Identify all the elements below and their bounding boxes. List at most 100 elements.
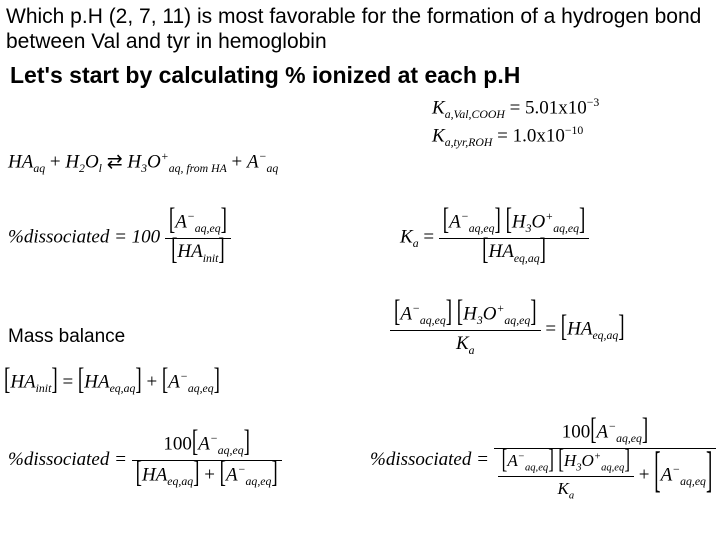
sub: aq,eq [525,463,548,474]
bracket: ] [540,234,546,269]
bracket: [ [561,311,567,346]
species-o: O [85,151,99,172]
ka-symbol: K [432,125,445,146]
sub: init [36,382,52,395]
sub: eq,aq [167,475,193,488]
bracket: ] [624,444,630,476]
lhs: %dissociated = [370,449,494,470]
species-ha: HA [8,151,33,172]
sub: a [569,490,574,501]
bracket: [ [457,296,463,331]
bracket: [ [506,204,512,239]
bracket: ] [244,426,250,461]
sup: − [259,150,267,163]
sub: eq,aq [110,382,136,395]
a: A [198,433,210,454]
sub: l [99,162,102,175]
sup: + [594,451,601,462]
ka-value: = 5.01x10 [510,97,587,118]
sup: − [210,432,218,445]
a: A [400,303,412,324]
sub: aq [33,162,45,175]
ha: HA [84,371,109,392]
bracket: [ [502,444,508,476]
species-a: A [247,151,259,172]
fraction: [A−aq,eq] [HAinit] [165,210,231,266]
bracket: [ [590,414,596,449]
ka-rearranged: [A−aq,eq] [H3O+aq,eq] Ka = [HAeq,aq] [390,302,625,358]
sub: a [469,344,475,357]
plus: + [232,151,247,172]
sub: aq,eq [195,222,221,235]
a: A [226,464,238,485]
h: H [564,451,576,470]
ka-sub: a,Val,COOH [445,108,505,121]
bracket: [ [162,364,168,399]
plus: + [639,464,654,485]
bracket: ] [618,311,624,346]
bracket: ] [579,204,585,239]
a: A [661,464,673,485]
species-h3o: H [127,151,141,172]
percent-dissociated-def: %dissociated = 100 [A−aq,eq] [HAinit] [8,210,231,266]
a: A [168,371,180,392]
ka-val-cooh: Ka,Val,COOH = 5.01x10−3 [432,96,599,122]
bracket: [ [220,457,226,492]
sub: aq,eq [420,314,446,327]
percent-dissociated-expanded: %dissociated = 100[A−aq,eq] [HAeq,aq] + … [8,432,282,489]
bracket: [ [654,445,660,502]
plus: + [146,371,161,392]
h: H [463,303,477,324]
ka: K [557,479,568,498]
eq: = [545,318,560,339]
sub: eq,aq [592,329,618,342]
equilibrium-arrow: ⇄ [107,151,128,172]
sub: aq,eq [218,444,244,457]
bracket: [ [4,364,10,399]
lhs: %dissociated = [8,449,132,470]
ha: HA [142,464,167,485]
ka: K [400,226,413,247]
h: H [512,211,526,232]
subtitle-text: Let's start by calculating % ionized at … [10,62,520,89]
dissociation-reaction: HAaq + H2Ol ⇄ H3O+aq, from HA + A−aq [8,150,278,176]
inner-fraction: [A−aq,eq] [H3O+aq,eq] Ka [498,451,634,501]
sub: aq,eq [680,475,706,488]
o: O [532,211,546,232]
ka-symbol: K [432,97,445,118]
bracket: [ [482,234,488,269]
o: O [582,451,594,470]
sup: − [180,370,188,383]
bracket: ] [218,234,224,269]
species-o: O [147,151,161,172]
sub: eq,aq [514,252,540,265]
a: A [175,211,187,232]
ka-sub: a,tyr,ROH [445,136,493,149]
a: A [507,451,517,470]
bracket: [ [136,457,142,492]
fraction: [A−aq,eq] [H3O+aq,eq] [HAeq,aq] [439,210,590,266]
sup: − [412,302,420,315]
bracket: ] [446,296,452,331]
eq: = [419,226,439,247]
species-h2o: H [65,151,79,172]
hundred: 100 [562,421,591,442]
sup: − [672,463,680,476]
ha: HA [489,241,514,262]
sup: − [187,210,195,223]
ha: HA [10,371,35,392]
bracket: [ [443,204,449,239]
bracket: ] [530,296,536,331]
bracket: ] [642,414,648,449]
bracket: [ [78,364,84,399]
outer-fraction: 100[A−aq,eq] [A−aq,eq] [H3O+aq,eq] Ka + … [494,420,717,501]
ka-definition: Ka = [A−aq,eq] [H3O+aq,eq] [HAeq,aq] [400,210,589,266]
fraction: 100[A−aq,eq] [HAeq,aq] + [A−aq,eq] [132,432,282,489]
bracket: ] [548,444,554,476]
sub: aq,eq [553,222,579,235]
ka: K [456,333,469,354]
sub: aq,eq [246,475,272,488]
bracket: ] [135,364,141,399]
bracket: ] [51,364,57,399]
bracket: ] [193,457,199,492]
